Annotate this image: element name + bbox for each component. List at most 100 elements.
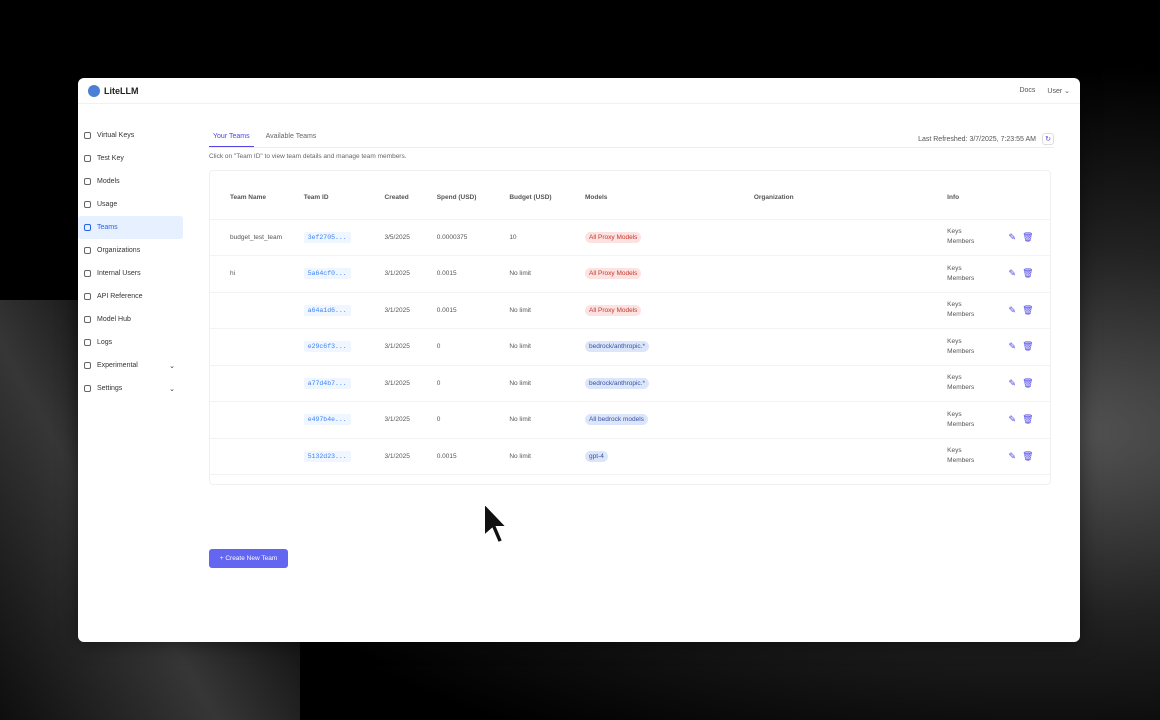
sidebar-item-experimental[interactable]: Experimental ⌄ [78,354,183,377]
spend: 0.0015 [416,437,490,475]
budget: No limit [489,291,566,329]
trash-icon[interactable]: 🗑 [1022,450,1034,461]
logo[interactable]: LiteLLM [88,84,139,97]
trash-icon[interactable]: 🗑 [1022,341,1034,352]
keys-info: Keys [947,228,962,236]
edit-icon[interactable]: ✎ [1008,377,1017,388]
sidebar-item-internal-users[interactable]: Internal Users [78,262,183,285]
members-info: Members [947,238,975,246]
edit-icon[interactable]: ✎ [1008,450,1017,461]
table-row: budget_test_team 3ef2705... 3/5/2025 0.0… [210,218,1050,256]
organization [733,474,928,484]
spend: 0 [416,401,490,438]
sidebar-item-label: Test Key [97,155,124,162]
members-info: Members [947,457,975,465]
last-refreshed: Last Refreshed: 3/7/2025, 7:23:55 AM [918,135,1036,143]
trash-icon[interactable]: 🗑 [1022,231,1034,242]
members-info: Members [947,274,975,282]
sidebar-item-logs[interactable]: Logs [78,331,183,354]
members-info: Members [947,420,975,428]
tab-available-teams[interactable]: Available Teams [265,133,317,140]
model-badge: All Proxy Models [585,304,642,316]
app-window: LiteLLM Docs User ⌄ Virtual Keys Test Key… [78,78,1080,642]
trash-icon[interactable]: 🗑 [1022,414,1034,425]
column-header: Info [947,194,960,202]
tabs: Your Teams Available Teams [209,130,1054,148]
column-header: Team Name [230,194,267,202]
sidebar-item-model-hub[interactable]: Model Hub [78,308,183,331]
team-id-link[interactable]: e29c6f3... [303,341,351,353]
docs-link[interactable]: Docs [1019,86,1036,94]
created: 3/1/2025 [364,364,417,402]
sidebar-item-label: Settings [97,385,123,392]
column-header: Budget (USD) [509,194,552,202]
blocks-icon [84,178,91,185]
chevron-down-icon: ⌄ [169,362,175,370]
table-row: e497b4e... 3/1/2025 0 No limit All bedro… [210,401,1050,438]
team-icon [84,224,91,231]
sidebar-item-models[interactable]: Models [78,170,183,193]
user-label: User [1047,87,1063,95]
spend: 0 [416,328,490,365]
team-id-link[interactable]: a77d4b7... [303,377,351,389]
members-info: Members [947,347,975,355]
budget: No limit [489,437,566,475]
sidebar-item-teams[interactable]: Teams [78,216,183,239]
trash-icon[interactable]: 🗑 [1022,377,1034,388]
sidebar-item-organizations[interactable]: Organizations [78,239,183,262]
edit-icon[interactable]: ✎ [1008,341,1017,352]
keys-info: Keys [947,483,988,484]
spend: 0.0015 [416,291,490,329]
flask-icon [84,362,91,369]
model-badge: bedrock/anthropic.* [585,377,650,389]
sidebar-item-usage[interactable]: Usage [78,193,183,216]
sidebar-item-test-key[interactable]: Test Key [78,147,183,170]
column-header: Organization [753,194,794,202]
members-info: Members [947,384,975,392]
team-name [210,291,284,329]
tab-your-teams[interactable]: Your Teams [209,130,254,147]
line-chart-icon [84,339,91,346]
user-menu[interactable]: User ⌄ [1047,87,1070,95]
model-badge: All bedrock models [585,414,648,426]
sidebar-item-virtual-keys[interactable]: Virtual Keys [78,124,183,147]
main-content: Your Teams Available Teams Last Refreshed… [209,130,1054,485]
sidebar: Virtual Keys Test Key Models Usage Teams Orga… [78,124,183,400]
edit-icon[interactable]: ✎ [1008,268,1017,279]
created: 3/1/2025 [364,474,417,484]
edit-icon[interactable]: ✎ [1008,231,1017,242]
sidebar-item-settings[interactable]: Settings ⌄ [78,377,183,400]
model-badge: gpt-4 [585,450,608,462]
column-header: Team ID [303,194,329,202]
table-row: hi 5a64cf0... 3/1/2025 0.0015 No limit A… [210,255,1050,292]
team-id-link[interactable]: a64a1d6... [303,304,351,316]
edit-icon[interactable]: ✎ [1008,304,1017,315]
mouse-cursor-icon [483,502,509,545]
sidebar-item-label: Organizations [97,247,141,254]
team-id-link[interactable]: e497b4e... [303,414,351,426]
table-row: a77d4b7... 3/1/2025 0 No limit bedrock/a… [210,364,1050,402]
spend: 0 [416,364,490,402]
column-header [989,171,1050,219]
column-header: Created [384,194,409,202]
hint-text: Click on "Team ID" to view team details … [209,153,407,160]
keys-info: Keys [947,337,962,345]
refresh-icon[interactable]: ↻ [1042,133,1054,145]
chevron-down-icon: ⌄ [1064,87,1070,95]
edit-icon[interactable]: ✎ [1008,414,1017,425]
model-badge: All Proxy Models [585,268,642,280]
team-id-link[interactable]: 3ef2705... [303,231,351,243]
team-id-link[interactable]: 5132d23... [303,450,351,462]
created: 3/1/2025 [364,328,417,365]
trash-icon[interactable]: 🗑 [1022,304,1034,315]
keys-info: Keys [947,374,962,382]
created: 3/1/2025 [364,291,417,329]
create-new-team-button[interactable]: + Create New Team [209,549,288,568]
app-name: LiteLLM [104,85,139,96]
team-id-link[interactable]: 5a64cf0... [303,268,351,280]
team-name [210,474,284,484]
trash-icon[interactable]: 🗑 [1022,268,1034,279]
sidebar-item-api-reference[interactable]: API Reference [78,285,183,308]
table-row: 2bb3f2b... 3/1/2025 0 No limit All opena… [210,474,1050,484]
team-name [210,328,284,365]
